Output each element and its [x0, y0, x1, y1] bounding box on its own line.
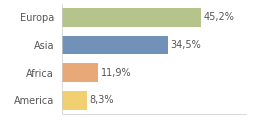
Bar [62, 8, 201, 27]
Bar [62, 36, 168, 54]
Text: 45,2%: 45,2% [203, 12, 234, 22]
Text: 34,5%: 34,5% [170, 40, 201, 50]
Text: 8,3%: 8,3% [90, 95, 114, 105]
Text: 11,9%: 11,9% [101, 68, 131, 78]
Bar [62, 91, 87, 110]
Bar [62, 63, 98, 82]
